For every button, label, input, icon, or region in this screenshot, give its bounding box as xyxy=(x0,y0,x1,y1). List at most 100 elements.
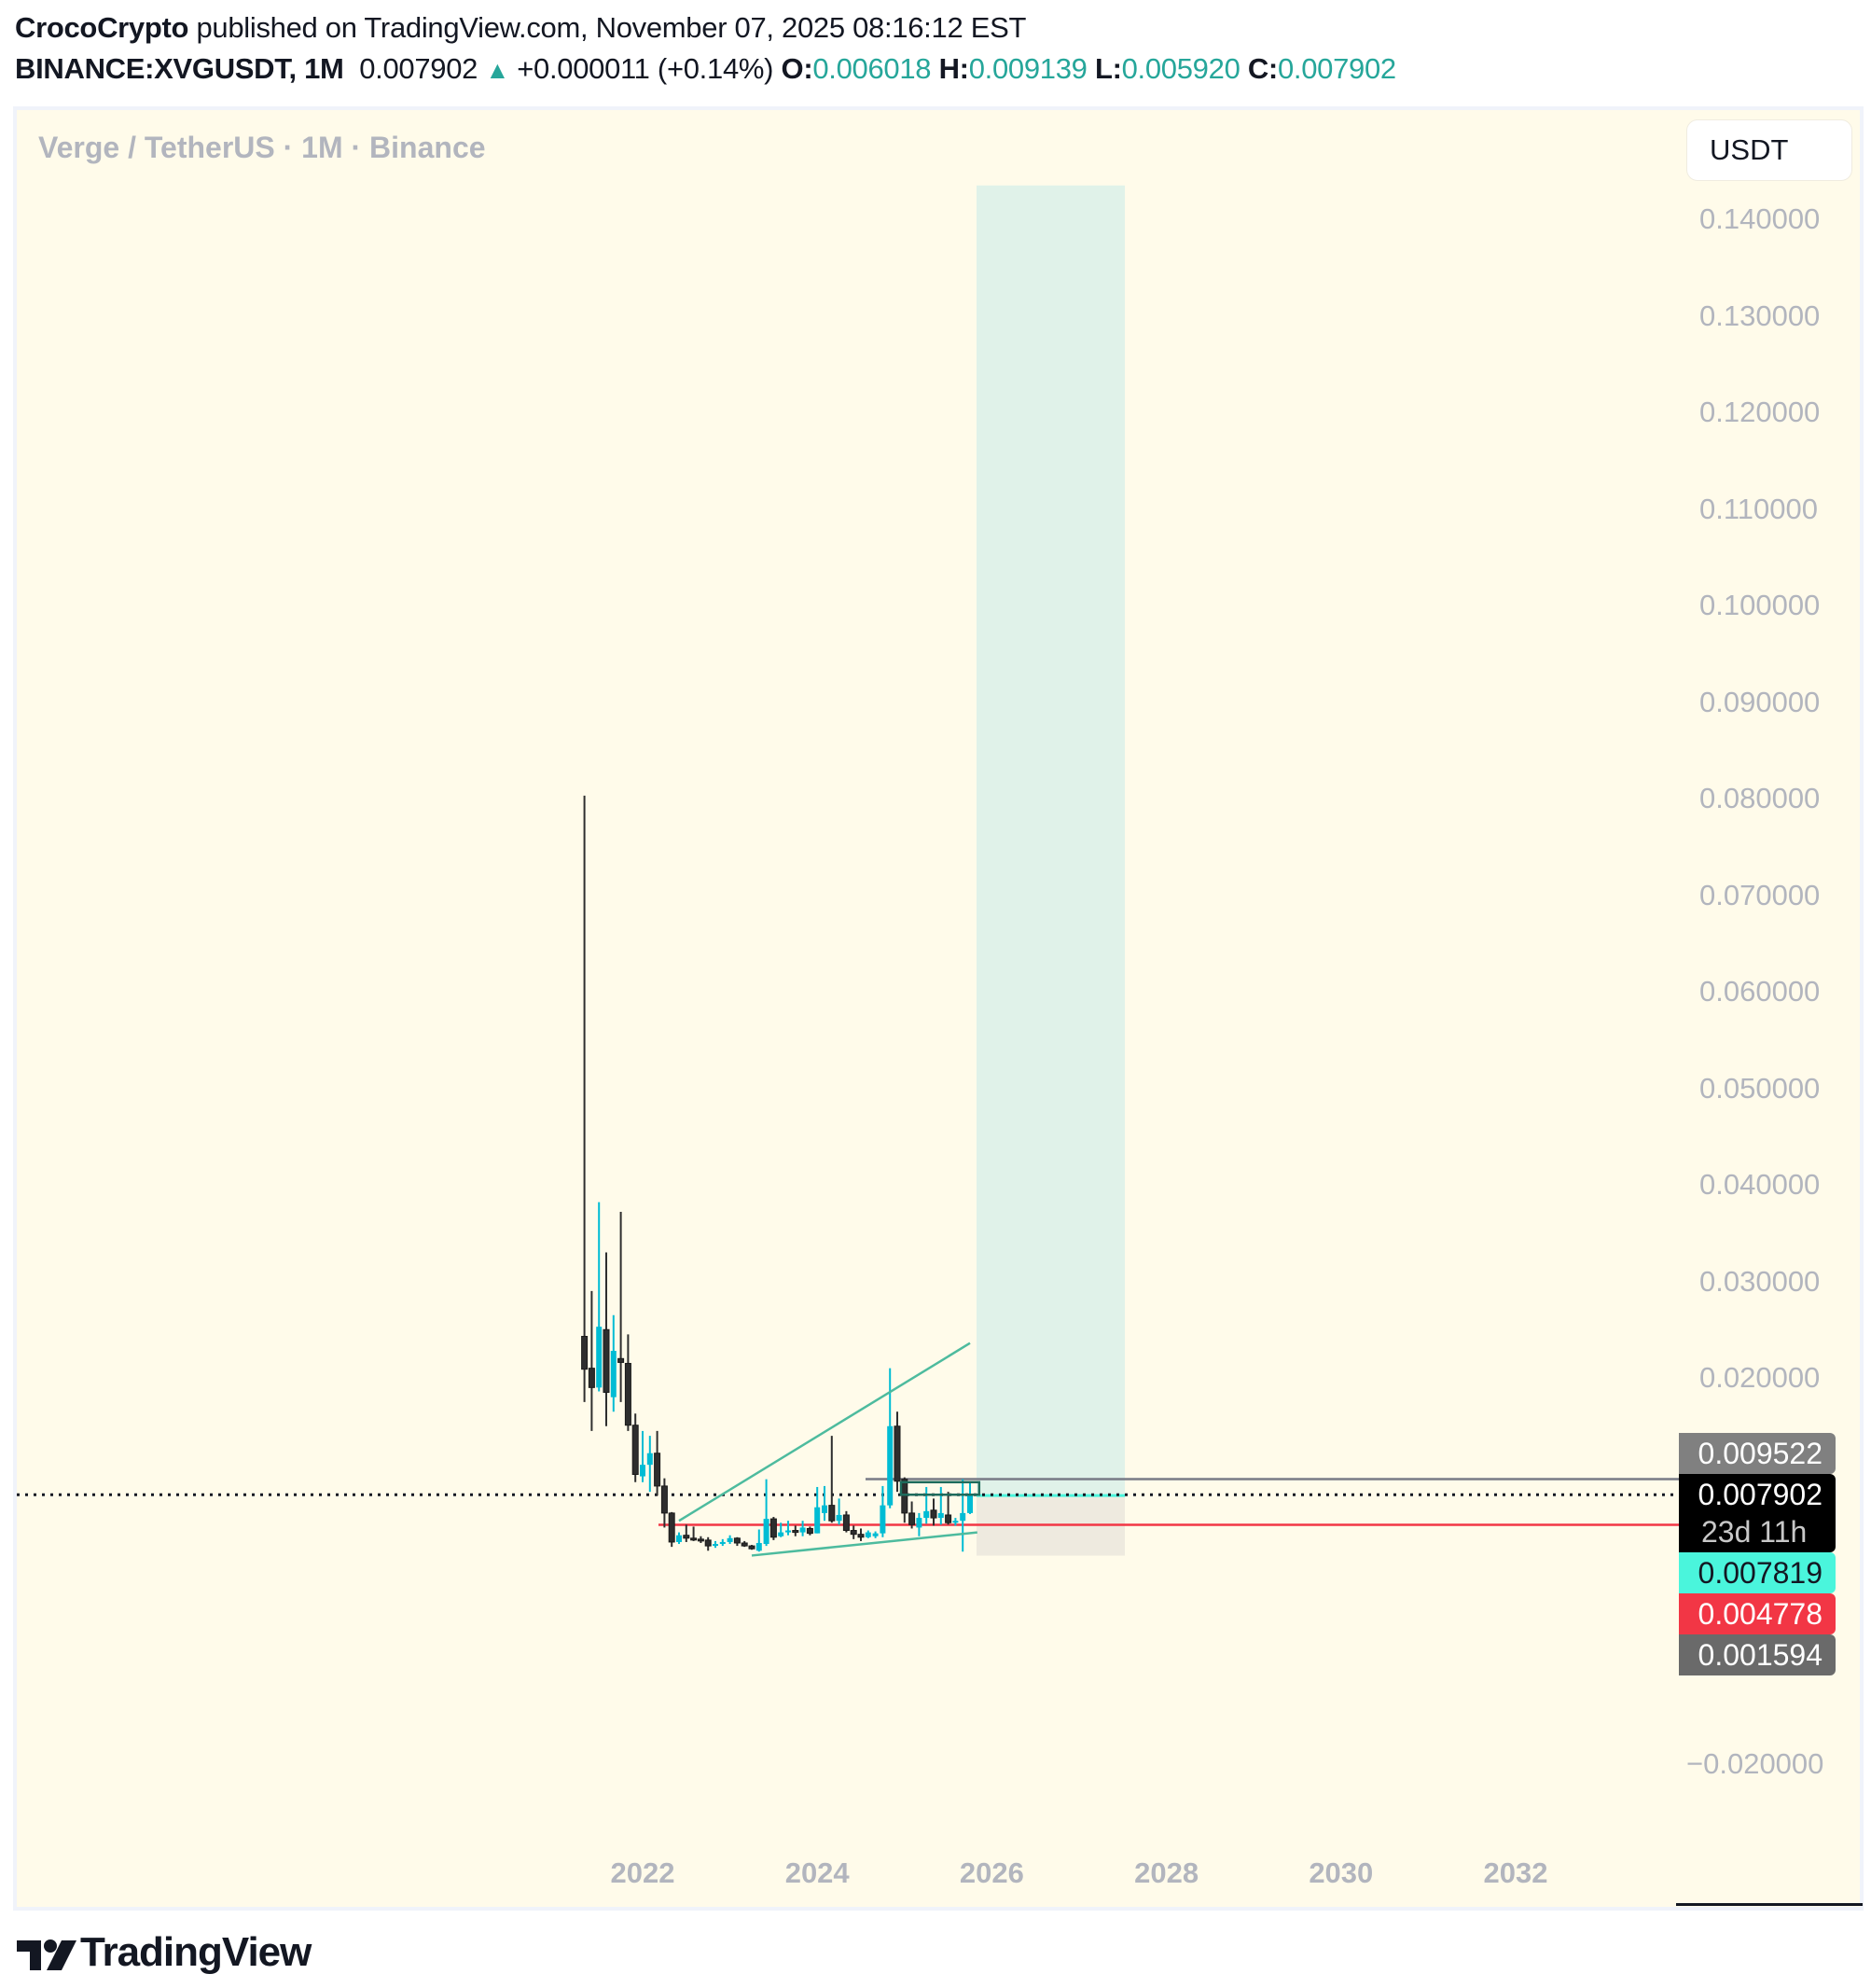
time-axis[interactable] xyxy=(17,1828,1684,1907)
candle xyxy=(937,1486,944,1525)
last-price: 0.007902 xyxy=(359,52,478,85)
price-tag: 0.004778 xyxy=(1679,1593,1836,1634)
candle xyxy=(930,1498,937,1526)
price-axis-label: 0.140000 xyxy=(1699,202,1821,235)
candle xyxy=(880,1485,886,1537)
price-tag: 0.007819 xyxy=(1679,1552,1836,1593)
currency-button[interactable]: USDT xyxy=(1686,119,1852,181)
candle xyxy=(894,1411,901,1493)
candle xyxy=(967,1482,973,1514)
price-tag-value: 0.004778 xyxy=(1698,1597,1822,1631)
candle xyxy=(923,1486,930,1524)
price-axis-label: 0.040000 xyxy=(1699,1168,1821,1201)
tradingview-brand: TradingView xyxy=(80,1929,312,1975)
candle xyxy=(727,1535,733,1545)
high-label: H: xyxy=(938,52,969,85)
candle xyxy=(865,1530,871,1538)
candle xyxy=(617,1211,625,1402)
price-tag-value: 0.001594 xyxy=(1698,1638,1822,1672)
candle xyxy=(822,1485,827,1522)
consolidation-box[interactable] xyxy=(899,1481,981,1496)
candle xyxy=(596,1202,603,1392)
price-change: +0.000011 (+0.14%) xyxy=(517,52,774,85)
trendlines[interactable] xyxy=(678,1342,981,1557)
price-axis-label: 0.070000 xyxy=(1699,878,1821,911)
candle xyxy=(842,1510,850,1533)
horizontal-lines[interactable] xyxy=(17,1478,1684,1526)
price-tag: 0.007902 23d 11h xyxy=(1679,1474,1836,1552)
candle xyxy=(763,1479,769,1547)
price-axis-label: 0.060000 xyxy=(1699,975,1821,1008)
price-tag: 0.009522 xyxy=(1679,1433,1836,1474)
time-axis-label: 2024 xyxy=(784,1856,850,1889)
candle xyxy=(733,1536,741,1547)
candle xyxy=(952,1518,959,1526)
time-axis-label: 2030 xyxy=(1309,1856,1374,1889)
candle xyxy=(610,1314,617,1412)
candle xyxy=(755,1529,762,1552)
candle xyxy=(654,1430,661,1496)
time-axis-label: 2026 xyxy=(959,1856,1024,1889)
candle xyxy=(960,1479,966,1552)
candle xyxy=(640,1430,645,1482)
publish-info: CrocoCrypto published on TradingView.com… xyxy=(15,11,1026,45)
price-axis-label: 0.120000 xyxy=(1699,396,1821,428)
candle xyxy=(581,795,589,1402)
price-axis-label: 0.130000 xyxy=(1699,299,1821,332)
candle xyxy=(908,1501,916,1529)
price-axis-label: 0.110000 xyxy=(1699,492,1818,525)
lower-channel-trendline[interactable] xyxy=(751,1531,977,1557)
open-label: O: xyxy=(781,52,813,85)
low-label: L: xyxy=(1094,52,1122,85)
symbol-label: BINANCE:XVGUSDT, 1M xyxy=(15,52,344,85)
candle xyxy=(792,1525,799,1536)
currency-label: USDT xyxy=(1710,133,1789,166)
target-zone[interactable] xyxy=(977,185,1125,1496)
candle xyxy=(857,1528,865,1541)
candle xyxy=(778,1522,784,1537)
published-text: published on TradingView.com, November 0… xyxy=(188,11,1027,44)
symbol-info-bar: BINANCE:XVGUSDT, 1M 0.007902 ▲ +0.000011… xyxy=(15,52,1396,86)
price-axis-label: 0.100000 xyxy=(1699,589,1821,621)
time-axis-label: 2032 xyxy=(1483,1856,1548,1889)
candle xyxy=(828,1436,836,1523)
close-label: C: xyxy=(1247,52,1278,85)
candle xyxy=(945,1492,952,1525)
upper-channel-trendline[interactable] xyxy=(678,1342,971,1522)
candle xyxy=(872,1531,879,1538)
candle xyxy=(683,1524,690,1542)
price-axis-label: −0.020000 xyxy=(1686,1747,1824,1780)
price-axis-label: 0.030000 xyxy=(1699,1264,1821,1298)
price-tag-value: 0.007902 xyxy=(1698,1478,1822,1511)
price-tag: 0.001594 xyxy=(1679,1634,1836,1675)
candle xyxy=(836,1498,842,1525)
candle xyxy=(624,1334,631,1431)
author-name[interactable]: CrocoCrypto xyxy=(15,11,189,44)
candle xyxy=(741,1540,748,1548)
price-tag-value: 0.007819 xyxy=(1698,1556,1822,1590)
high-value: 0.009139 xyxy=(968,52,1088,85)
candle xyxy=(748,1545,755,1550)
candle xyxy=(631,1413,639,1482)
candle xyxy=(588,1290,595,1431)
candle xyxy=(646,1436,653,1493)
price-axis-label: 0.080000 xyxy=(1699,782,1821,814)
candle xyxy=(769,1517,777,1540)
candle xyxy=(660,1478,668,1528)
candle xyxy=(713,1540,718,1549)
candle xyxy=(814,1486,821,1534)
price-axis-label: 0.020000 xyxy=(1699,1361,1821,1394)
chart-pane[interactable] xyxy=(17,110,1684,1828)
time-axis-label: 2028 xyxy=(1134,1856,1199,1889)
candle xyxy=(806,1526,813,1536)
candle xyxy=(799,1521,806,1536)
price-tag-value: 0.009522 xyxy=(1698,1437,1822,1470)
long-position-tool[interactable] xyxy=(977,185,1125,1556)
price-axis-label: 0.090000 xyxy=(1699,685,1821,718)
candle xyxy=(668,1511,675,1548)
candlestick-series xyxy=(581,795,973,1552)
close-value: 0.007902 xyxy=(1277,52,1396,85)
candle xyxy=(719,1538,726,1547)
candle xyxy=(697,1536,704,1543)
